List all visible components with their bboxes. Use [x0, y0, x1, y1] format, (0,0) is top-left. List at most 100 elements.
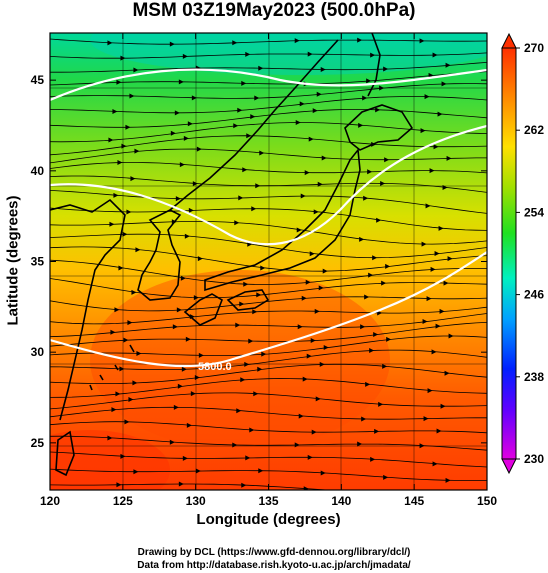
streamline-arrow — [238, 195, 244, 201]
y-tick-label: 35 — [31, 255, 45, 269]
chart-title: MSM 03Z19May2023 (500.0hPa) — [132, 0, 416, 21]
streamline-arrow — [186, 422, 192, 428]
streamline-arrow — [193, 295, 199, 301]
streamline-arrow — [133, 469, 139, 475]
streamline-arrow — [429, 168, 435, 174]
x-tick-label: 145 — [404, 494, 424, 508]
streamline-arrow — [302, 376, 308, 382]
colorbar-tick-label: 246 — [524, 288, 544, 302]
streamline-arrow — [182, 455, 188, 461]
streamline-arrow — [136, 351, 142, 357]
streamline-arrow — [180, 275, 186, 281]
streamline-arrow — [447, 256, 453, 262]
streamline-arrow — [198, 352, 204, 358]
streamline-arrow — [358, 122, 364, 128]
streamline-arrow — [172, 324, 178, 330]
streamline-arrow — [428, 72, 434, 78]
streamline-arrow — [433, 144, 439, 150]
streamline-arrow — [134, 148, 140, 154]
streamline-arrow — [240, 377, 246, 383]
streamline-arrow — [107, 435, 113, 441]
streamline-arrow — [130, 176, 136, 182]
streamline-arrow — [425, 203, 431, 209]
streamline-arrow — [257, 366, 263, 372]
streamline-arrow — [132, 380, 138, 386]
streamline-arrow — [427, 388, 433, 394]
streamline-arrow — [444, 370, 450, 376]
streamline-arrow — [442, 185, 448, 191]
coastlines — [50, 33, 414, 477]
streamline-arrow — [107, 40, 113, 46]
streamline-arrow — [245, 455, 251, 461]
streamline-arrow — [117, 160, 123, 166]
streamline-arrow — [429, 491, 434, 496]
streamline-arrow — [246, 133, 252, 139]
streamline-arrow — [305, 279, 311, 285]
streamline-arrow — [321, 155, 327, 161]
streamline-arrow — [435, 323, 441, 329]
temperature-field: 5800.0 — [50, 33, 487, 496]
streamline-arrow — [308, 136, 314, 142]
streamline-arrow — [370, 456, 376, 462]
streamline-arrow — [113, 192, 119, 198]
streamline-arrow — [176, 307, 182, 313]
streamline-arrow — [361, 416, 367, 422]
streamline-arrow — [169, 41, 175, 47]
streamline-arrow — [319, 361, 325, 367]
streamline-arrow — [126, 209, 132, 215]
streamline-arrow — [439, 308, 445, 314]
streamline-arrow — [108, 137, 114, 143]
streamline-arrow — [248, 338, 254, 344]
y-tick-label: 30 — [31, 345, 45, 359]
streamline-arrow — [421, 241, 427, 247]
streamline-arrow — [322, 268, 328, 274]
streamline-arrow — [123, 337, 129, 343]
streamline-arrow — [244, 361, 250, 367]
streamline-arrow — [430, 266, 436, 272]
streamline-arrow — [370, 52, 376, 58]
x-tick-label: 120 — [40, 494, 60, 508]
streamline-arrow — [191, 95, 197, 101]
streamline-arrow — [119, 366, 125, 372]
streamline-arrow — [170, 130, 176, 136]
streamline-arrow — [261, 351, 267, 357]
y-tick-label: 40 — [31, 164, 45, 178]
streamline-arrow — [304, 170, 310, 176]
streamline-arrow — [365, 381, 371, 387]
streamline-arrow — [432, 461, 438, 467]
streamline-arrow — [178, 79, 184, 85]
streamline-arrow — [249, 427, 255, 433]
streamline-arrow — [256, 292, 262, 298]
streamline-arrow — [299, 101, 305, 107]
streamline-arrow — [426, 296, 432, 302]
grid-lines — [50, 33, 487, 490]
streamline-arrow — [367, 169, 373, 175]
streamline-arrow — [313, 209, 319, 215]
streamline-arrow — [181, 366, 187, 372]
streamline-arrow — [234, 220, 240, 226]
colorbar-bar — [501, 47, 517, 460]
streamline-arrow — [242, 167, 248, 173]
streamline-arrow — [357, 37, 363, 43]
streamline-arrow — [384, 157, 390, 163]
streamline-arrow — [318, 285, 324, 291]
streamline-arrow — [369, 347, 375, 353]
streamline-arrow — [179, 162, 185, 168]
streamline-arrow — [233, 123, 239, 129]
streamline-arrow — [245, 51, 251, 57]
streamline-arrow — [309, 251, 315, 257]
streamline-arrow — [311, 429, 317, 435]
streamline-arrow — [232, 442, 238, 448]
credit-drawing: Drawing by DCL (https://www.gfd-dennou.o… — [137, 547, 411, 558]
colorbar-tick-label: 238 — [524, 370, 544, 384]
streamline-arrow — [373, 331, 379, 337]
streamline-arrow — [419, 443, 425, 449]
streamline-arrow — [437, 111, 443, 117]
streamline-arrow — [441, 81, 447, 87]
streamline-arrow — [118, 265, 124, 271]
colorbar: 270 262 254 246 238 230 — [501, 32, 544, 475]
streamline-arrow — [114, 307, 120, 313]
x-axis-ticks: 120 125 130 135 140 145 150 — [40, 33, 497, 508]
streamline-arrow — [362, 95, 368, 101]
streamline-arrow — [253, 391, 259, 397]
